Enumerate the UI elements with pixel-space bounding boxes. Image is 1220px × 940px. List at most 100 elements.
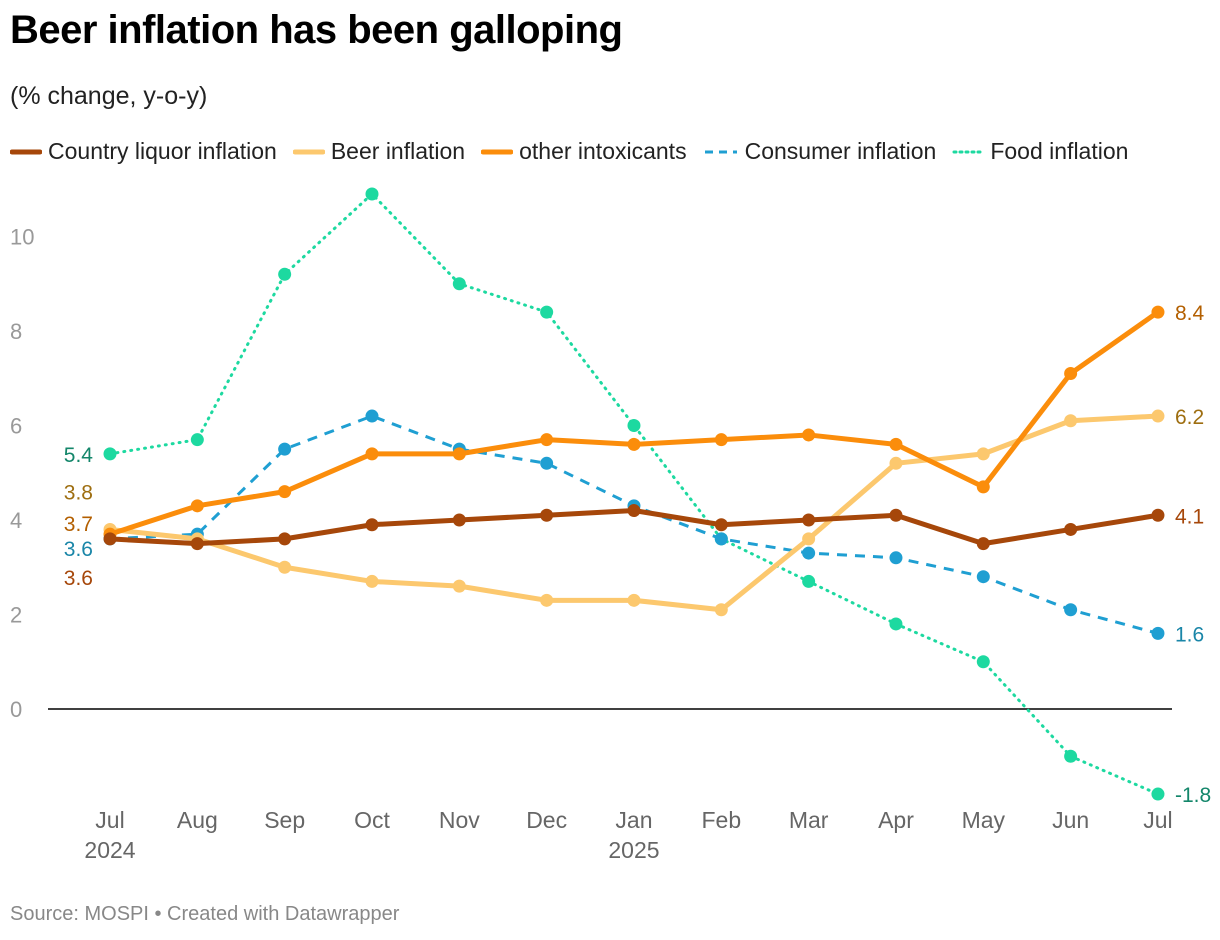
data-point xyxy=(278,485,292,499)
data-label-start: 3.6 xyxy=(64,567,93,590)
y-tick-label: 2 xyxy=(10,603,22,628)
data-point xyxy=(1064,749,1078,763)
legend-item-consumer: Consumer inflation xyxy=(703,138,937,165)
y-tick-label: 0 xyxy=(10,697,22,722)
source-note: Source: MOSPI • Created with Datawrapper xyxy=(10,903,400,925)
legend-label: Country liquor inflation xyxy=(48,138,277,164)
legend-item-food: Food inflation xyxy=(952,138,1128,165)
data-point xyxy=(1151,409,1165,423)
x-tick-label: May xyxy=(962,807,1006,833)
data-label-start: 5.4 xyxy=(64,444,94,467)
x-tick-label: Jul xyxy=(1143,807,1172,833)
x-tick-label: Dec xyxy=(526,807,567,833)
x-year-label: 2025 xyxy=(608,837,659,863)
data-point xyxy=(540,456,554,470)
data-point xyxy=(627,419,641,432)
legend-label: Consumer inflation xyxy=(744,138,937,164)
y-tick-label: 10 xyxy=(10,225,34,250)
legend-item-other-intoxicants: other intoxicants xyxy=(481,138,687,165)
data-point xyxy=(976,447,990,461)
data-point xyxy=(540,508,554,522)
data-point xyxy=(976,480,990,494)
data-point xyxy=(190,433,204,447)
data-point xyxy=(802,513,816,527)
data-label-end: 1.6 xyxy=(1175,623,1204,646)
x-tick-label: Jun xyxy=(1052,807,1089,833)
x-tick-label: Feb xyxy=(701,807,741,833)
data-point xyxy=(365,409,379,423)
data-point xyxy=(103,447,117,461)
data-point xyxy=(452,447,466,461)
legend-item-country-liquor: Country liquor inflation xyxy=(10,138,277,165)
x-year-label: 2024 xyxy=(84,837,135,863)
x-tick-label: Oct xyxy=(354,807,390,833)
y-tick-label: 4 xyxy=(10,508,22,533)
series-other-intoxicants xyxy=(103,305,1165,541)
series-layer xyxy=(103,187,1165,801)
data-point xyxy=(802,532,816,546)
series-country-liquor-inflation xyxy=(103,504,1165,551)
legend-label: other intoxicants xyxy=(519,138,687,164)
chart-title: Beer inflation has been galloping xyxy=(10,8,623,52)
x-tick-label: Nov xyxy=(439,807,480,833)
data-point xyxy=(103,532,117,546)
y-tick-label: 6 xyxy=(10,414,22,439)
data-labels: 5.4 -1.8 3.6 1.6 3.8 6.2 3.7 8.4 3.6 4.1 xyxy=(64,302,1211,807)
data-point xyxy=(802,546,816,560)
data-point xyxy=(976,537,990,551)
data-point xyxy=(365,574,379,588)
data-label-start: 3.7 xyxy=(64,513,93,536)
y-tick-label: 8 xyxy=(10,319,22,344)
data-point xyxy=(365,447,379,461)
data-point xyxy=(365,187,379,201)
data-point xyxy=(889,617,903,631)
y-axis: 0 2 4 6 8 10 xyxy=(10,225,1172,722)
x-tick-label: Apr xyxy=(878,807,914,833)
data-point xyxy=(540,305,554,319)
x-tick-label: Jan xyxy=(615,807,652,833)
legend-swatch xyxy=(10,149,42,154)
data-point xyxy=(1151,626,1165,640)
x-axis: Jul Aug Sep Oct Nov Dec Jan Feb Mar Apr May Jun Jul 2… xyxy=(84,807,1172,863)
data-point xyxy=(278,560,292,574)
data-label-end: -1.8 xyxy=(1175,784,1211,807)
data-point xyxy=(1064,603,1078,617)
data-label-end: 8.4 xyxy=(1175,302,1205,325)
data-point xyxy=(278,267,292,281)
data-point xyxy=(627,504,641,518)
data-point xyxy=(190,499,204,513)
data-label-end: 4.1 xyxy=(1175,505,1204,528)
data-point xyxy=(452,513,466,527)
data-label-start: 3.6 xyxy=(64,538,93,561)
x-tick-label: Jul xyxy=(95,807,124,833)
chart-subtitle: (% change, y-o-y) xyxy=(10,82,208,110)
data-point xyxy=(802,574,816,588)
data-point xyxy=(627,593,641,607)
data-point xyxy=(452,277,466,291)
data-point xyxy=(540,593,554,607)
data-point xyxy=(889,508,903,522)
x-tick-label: Mar xyxy=(789,807,829,833)
data-point xyxy=(714,518,728,532)
data-point xyxy=(278,442,292,456)
data-point xyxy=(1151,508,1165,522)
data-label-end: 6.2 xyxy=(1175,406,1204,429)
legend-swatch xyxy=(292,149,325,154)
data-label-start: 3.8 xyxy=(64,481,93,504)
legend-swatch xyxy=(704,150,737,153)
legend-item-beer: Beer inflation xyxy=(292,138,466,165)
x-tick-label: Sep xyxy=(264,807,305,833)
legend-swatch xyxy=(952,150,984,153)
data-point xyxy=(365,518,379,532)
data-point xyxy=(976,570,990,584)
data-point xyxy=(714,433,728,447)
data-point xyxy=(627,437,641,451)
data-point xyxy=(802,428,816,442)
legend-swatch xyxy=(481,149,514,154)
legend-label: Beer inflation xyxy=(330,138,466,164)
data-point xyxy=(889,456,903,470)
legend: Country liquor inflation Beer inflation … xyxy=(10,138,1144,165)
data-point xyxy=(540,433,554,447)
data-point xyxy=(452,579,466,593)
